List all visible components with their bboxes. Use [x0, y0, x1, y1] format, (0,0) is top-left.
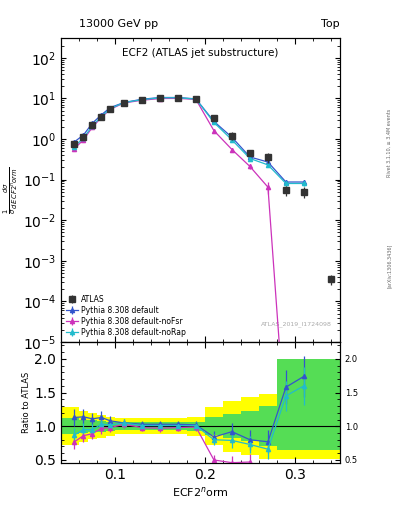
Text: 13000 GeV pp: 13000 GeV pp	[79, 19, 158, 30]
Text: ECF2 (ATLAS jet substructure): ECF2 (ATLAS jet substructure)	[122, 48, 279, 57]
Text: [arXiv:1306.3436]: [arXiv:1306.3436]	[387, 244, 392, 288]
X-axis label: ECF2$^{n}$orm: ECF2$^{n}$orm	[172, 485, 229, 499]
Text: Rivet 3.1.10, ≥ 3.4M events: Rivet 3.1.10, ≥ 3.4M events	[387, 109, 392, 178]
Y-axis label: $\frac{1}{\sigma}\frac{d\sigma}{d\,ECF2^{n}orm}$: $\frac{1}{\sigma}\frac{d\sigma}{d\,ECF2^…	[1, 166, 20, 214]
Legend: ATLAS, Pythia 8.308 default, Pythia 8.308 default-noFsr, Pythia 8.308 default-no: ATLAS, Pythia 8.308 default, Pythia 8.30…	[64, 292, 188, 339]
Text: Top: Top	[321, 19, 340, 30]
Text: ATLAS_2019_I1724098: ATLAS_2019_I1724098	[261, 321, 332, 327]
Y-axis label: Ratio to ATLAS: Ratio to ATLAS	[22, 372, 31, 433]
